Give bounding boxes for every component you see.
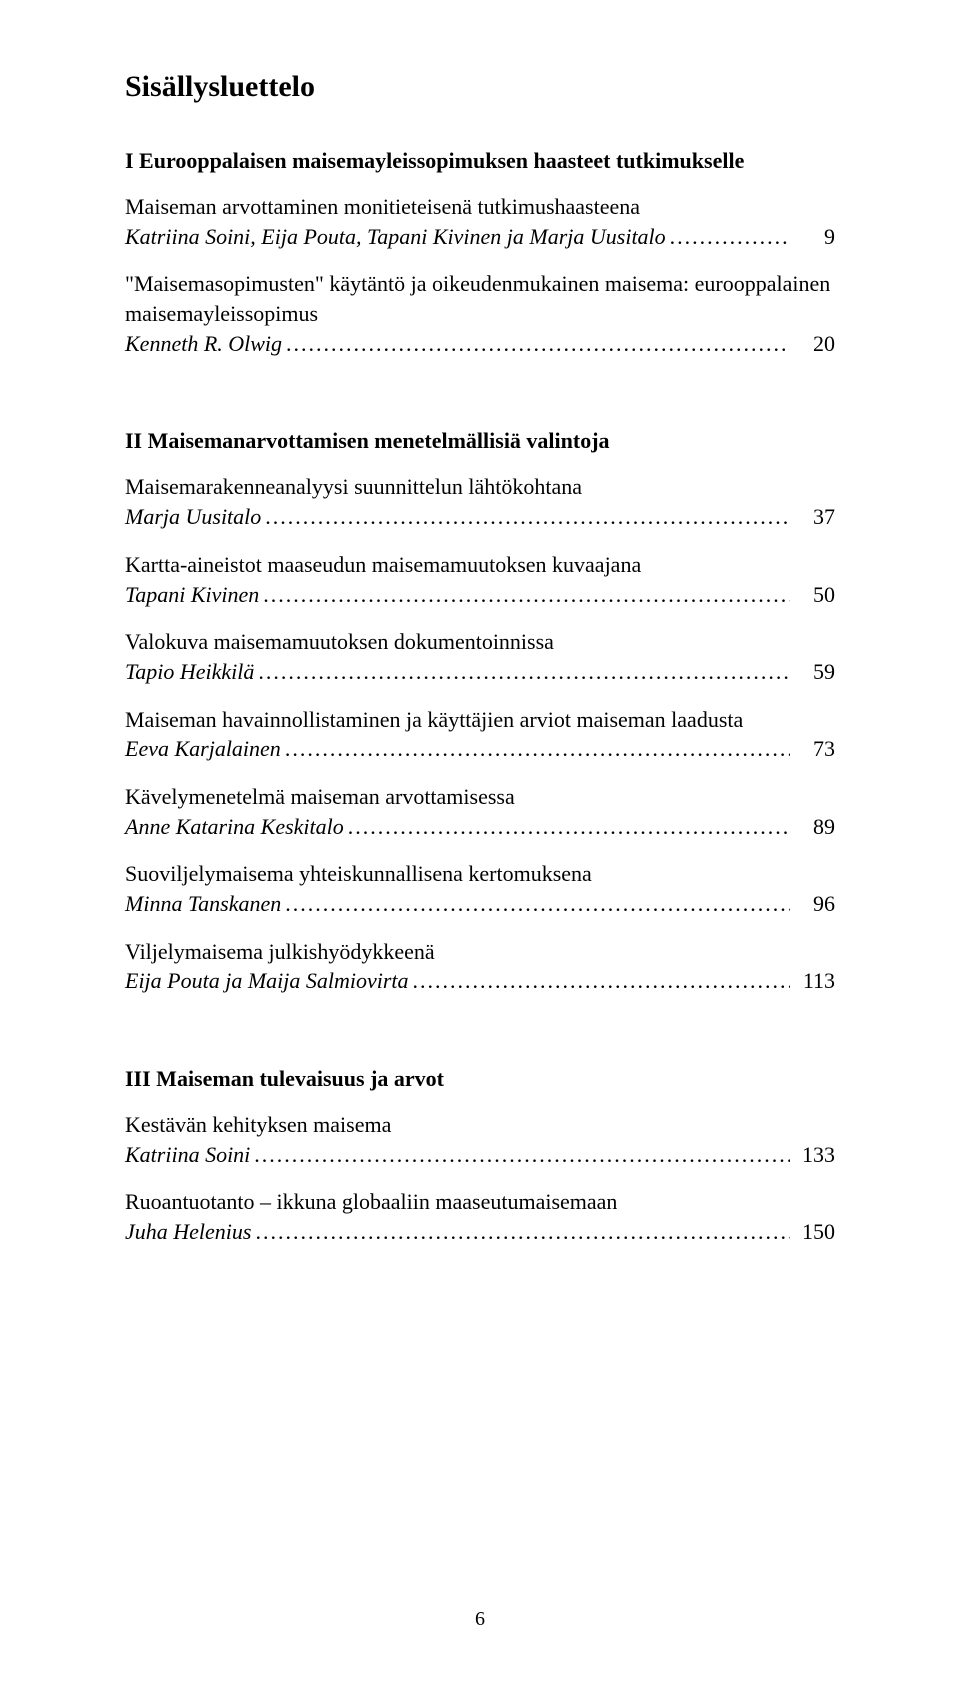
entry-author-row: Anne Katarina Keskitalo ................… [125, 812, 835, 842]
entry-author-row: Katriina Soini .........................… [125, 1140, 835, 1170]
toc-entry: Maisemarakenneanalyysi suunnittelun läht… [125, 472, 835, 531]
entry-author-row: Eeva Karjalainen .......................… [125, 734, 835, 764]
entry-author: Juha Helenius [125, 1217, 251, 1247]
entry-author: Katriina Soini [125, 1140, 250, 1170]
document-title: Sisällysluettelo [125, 70, 835, 104]
entry-page: 59 [790, 657, 835, 687]
entry-author: Eija Pouta ja Maija Salmiovirta [125, 966, 409, 996]
entry-page: 37 [790, 502, 835, 532]
leader-dots: ........................................… [250, 1140, 790, 1170]
entry-author-row: Katriina Soini, Eija Pouta, Tapani Kivin… [125, 222, 835, 252]
toc-entry: Viljelymaisema julkishyödykkeenä Eija Po… [125, 937, 835, 996]
entry-author-row: Marja Uusitalo .........................… [125, 502, 835, 532]
entry-title: "Maisemasopimusten" käytäntö ja oikeuden… [125, 269, 835, 328]
toc-entry: Valokuva maisemamuutoksen dokumentoinnis… [125, 627, 835, 686]
entry-title: Valokuva maisemamuutoksen dokumentoinnis… [125, 627, 835, 657]
entry-title: Viljelymaisema julkishyödykkeenä [125, 937, 835, 967]
entry-title: Ruoantuotanto – ikkuna globaaliin maaseu… [125, 1187, 835, 1217]
entry-author-row: Eija Pouta ja Maija Salmiovirta ........… [125, 966, 835, 996]
entry-author-row: Juha Helenius ..........................… [125, 1217, 835, 1247]
leader-dots: ........................................… [282, 329, 790, 359]
entry-title: Maiseman arvottaminen monitieteisenä tut… [125, 192, 835, 222]
entry-author-row: Minna Tanskanen ........................… [125, 889, 835, 919]
entry-author-row: Tapio Heikkilä .........................… [125, 657, 835, 687]
leader-dots: ........................................… [251, 1217, 790, 1247]
entry-author: Marja Uusitalo [125, 502, 261, 532]
entry-title: Maiseman havainnollistaminen ja käyttäji… [125, 705, 835, 735]
leader-dots: ........................................… [259, 580, 790, 610]
entry-author: Anne Katarina Keskitalo [125, 812, 344, 842]
entry-title: Suoviljelymaisema yhteiskunnallisena ker… [125, 859, 835, 889]
entry-title: Kartta-aineistot maaseudun maisemamuutok… [125, 550, 835, 580]
entry-page: 20 [790, 329, 835, 359]
entry-title: Kävelymenetelmä maiseman arvottamisessa [125, 782, 835, 812]
toc-entry: Kartta-aineistot maaseudun maisemamuutok… [125, 550, 835, 609]
page-number: 6 [0, 1608, 960, 1631]
toc-entry: "Maisemasopimusten" käytäntö ja oikeuden… [125, 269, 835, 358]
leader-dots: ........................................… [409, 966, 790, 996]
toc-entry: Kestävän kehityksen maisema Katriina Soi… [125, 1110, 835, 1169]
entry-author: Katriina Soini, Eija Pouta, Tapani Kivin… [125, 222, 666, 252]
entry-page: 113 [790, 966, 835, 996]
entry-page: 89 [790, 812, 835, 842]
entry-author: Eeva Karjalainen [125, 734, 281, 764]
toc-entry: Suoviljelymaisema yhteiskunnallisena ker… [125, 859, 835, 918]
entry-author: Tapani Kivinen [125, 580, 259, 610]
entry-page: 96 [790, 889, 835, 919]
toc-entry: Kävelymenetelmä maiseman arvottamisessa … [125, 782, 835, 841]
toc-entry: Maiseman havainnollistaminen ja käyttäji… [125, 705, 835, 764]
section-heading: II Maisemanarvottamisen menetelmällisiä … [125, 428, 835, 454]
entry-page: 150 [790, 1217, 835, 1247]
toc-entry: Maiseman arvottaminen monitieteisenä tut… [125, 192, 835, 251]
leader-dots: ........................................… [666, 222, 790, 252]
entry-author: Tapio Heikkilä [125, 657, 254, 687]
entry-author: Minna Tanskanen [125, 889, 281, 919]
leader-dots: ........................................… [281, 889, 790, 919]
leader-dots: ........................................… [281, 734, 790, 764]
leader-dots: ........................................… [261, 502, 790, 532]
entry-author: Kenneth R. Olwig [125, 329, 282, 359]
entry-title: Maisemarakenneanalyysi suunnittelun läht… [125, 472, 835, 502]
entry-page: 133 [790, 1140, 835, 1170]
entry-page: 73 [790, 734, 835, 764]
entry-page: 50 [790, 580, 835, 610]
entry-page: 9 [790, 222, 835, 252]
page: Sisällysluettelo I Eurooppalaisen maisem… [0, 0, 960, 1685]
leader-dots: ........................................… [344, 812, 790, 842]
section-heading: III Maiseman tulevaisuus ja arvot [125, 1066, 835, 1092]
leader-dots: ........................................… [254, 657, 790, 687]
entry-author-row: Tapani Kivinen .........................… [125, 580, 835, 610]
section-heading: I Eurooppalaisen maisemayleissopimuksen … [125, 148, 835, 174]
toc-entry: Ruoantuotanto – ikkuna globaaliin maaseu… [125, 1187, 835, 1246]
entry-author-row: Kenneth R. Olwig .......................… [125, 329, 835, 359]
entry-title: Kestävän kehityksen maisema [125, 1110, 835, 1140]
